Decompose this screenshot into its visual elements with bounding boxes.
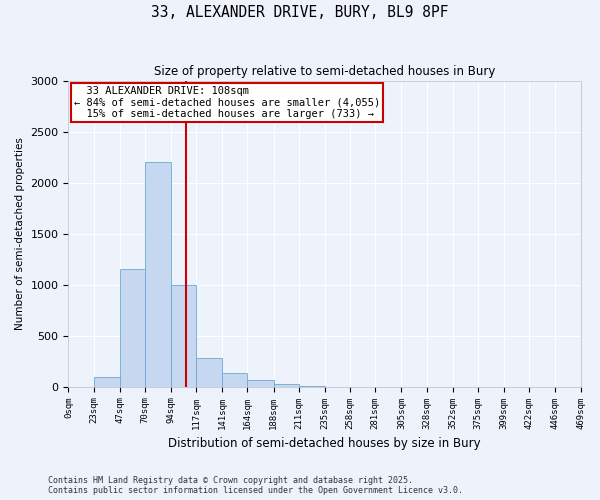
Bar: [94, 377, 120, 386]
Bar: [223, 374, 247, 386]
Text: 33, ALEXANDER DRIVE, BURY, BL9 8PF: 33, ALEXANDER DRIVE, BURY, BL9 8PF: [151, 5, 449, 20]
Bar: [247, 380, 274, 386]
Text: Contains HM Land Registry data © Crown copyright and database right 2025.
Contai: Contains HM Land Registry data © Crown c…: [48, 476, 463, 495]
Bar: [145, 162, 171, 386]
Title: Size of property relative to semi-detached houses in Bury: Size of property relative to semi-detach…: [154, 65, 495, 78]
Bar: [274, 384, 299, 386]
X-axis label: Distribution of semi-detached houses by size in Bury: Distribution of semi-detached houses by …: [168, 437, 481, 450]
Bar: [171, 284, 196, 386]
Y-axis label: Number of semi-detached properties: Number of semi-detached properties: [15, 137, 25, 330]
Bar: [196, 358, 223, 386]
Bar: [120, 270, 145, 386]
Text: 33 ALEXANDER DRIVE: 108sqm
← 84% of semi-detached houses are smaller (4,055)
  1: 33 ALEXANDER DRIVE: 108sqm ← 84% of semi…: [74, 86, 380, 120]
